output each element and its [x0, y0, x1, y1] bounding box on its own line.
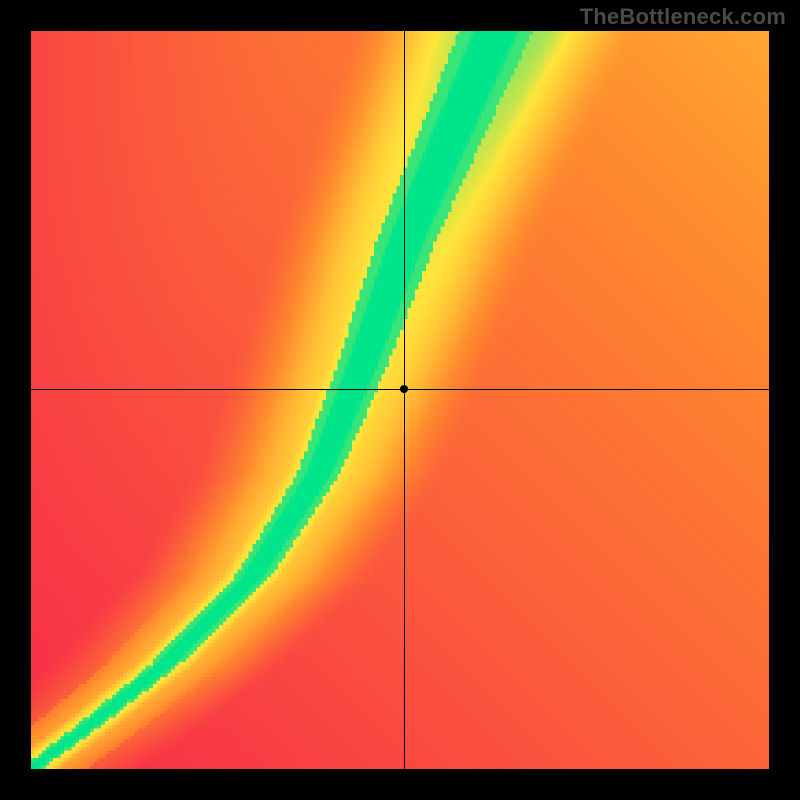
- heatmap-canvas: [31, 31, 769, 769]
- chart-frame: TheBottleneck.com: [0, 0, 800, 800]
- plot-area: [31, 31, 769, 769]
- crosshair-vertical: [404, 31, 405, 769]
- watermark-text: TheBottleneck.com: [580, 4, 786, 30]
- crosshair-marker: [400, 385, 408, 393]
